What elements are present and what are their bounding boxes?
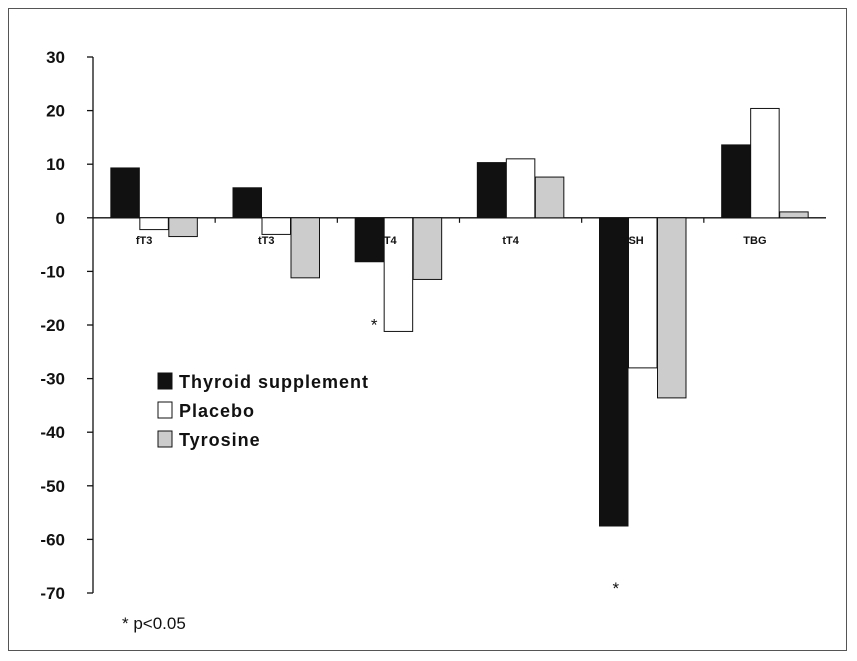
category-label: fT3 [136,235,153,247]
y-tick-label: 0 [56,209,65,228]
bar-fT3-thyroid-supplement [111,168,140,218]
y-tick-label: -40 [40,423,65,442]
bar-tT3-thyroid-supplement [233,188,262,218]
category-label: fT4 [380,235,397,247]
bar-tT3-placebo [262,218,291,235]
bar-fT3-tyrosine [169,218,198,237]
y-tick-label: -20 [40,316,65,335]
y-tick-label: 30 [46,48,65,67]
legend-label: Placebo [179,401,255,421]
legend-swatch [158,431,172,447]
category-label: TSH [622,235,644,247]
bar-TBG-tyrosine [780,212,809,218]
bar-fT4-tyrosine [413,218,442,280]
y-tick-label: 10 [46,155,65,174]
bar-tT3-tyrosine [291,218,320,278]
bars [111,108,808,526]
y-tick-label: -50 [40,477,65,496]
y-tick-label: -60 [40,530,65,549]
bar-TBG-placebo [751,108,780,217]
y-tick-label: -10 [40,262,65,281]
bar-TBG-thyroid-supplement [722,145,751,218]
legend-swatch [158,402,172,418]
significance-asterisk: * [612,579,619,598]
bar-fT3-placebo [140,218,169,230]
category-label: tT3 [258,235,275,247]
y-tick-label: -30 [40,370,65,389]
legend-swatch [158,373,172,389]
bar-TSH-thyroid-supplement [600,218,629,526]
bar-tT4-tyrosine [535,177,564,218]
legend: Thyroid supplement Placebo Tyrosine [158,372,369,450]
y-axis: 30 20 10 0 -10 -20 -30 -40 -50 -60 -70 [40,48,93,603]
category-label: TBG [743,235,766,247]
legend-label: Tyrosine [179,430,261,450]
bar-tT4-thyroid-supplement [477,163,506,218]
y-tick-label: 20 [46,102,65,121]
category-label: tT4 [502,235,519,247]
bar-tT4-placebo [506,159,535,218]
x-axis [93,218,826,223]
significance-asterisk: * [371,315,378,334]
bar-TSH-tyrosine [658,218,687,398]
y-tick-label: -70 [40,584,65,603]
significance-marks: ** [371,315,620,598]
footnote: * p<0.05 [122,614,186,633]
legend-label: Thyroid supplement [179,372,369,392]
